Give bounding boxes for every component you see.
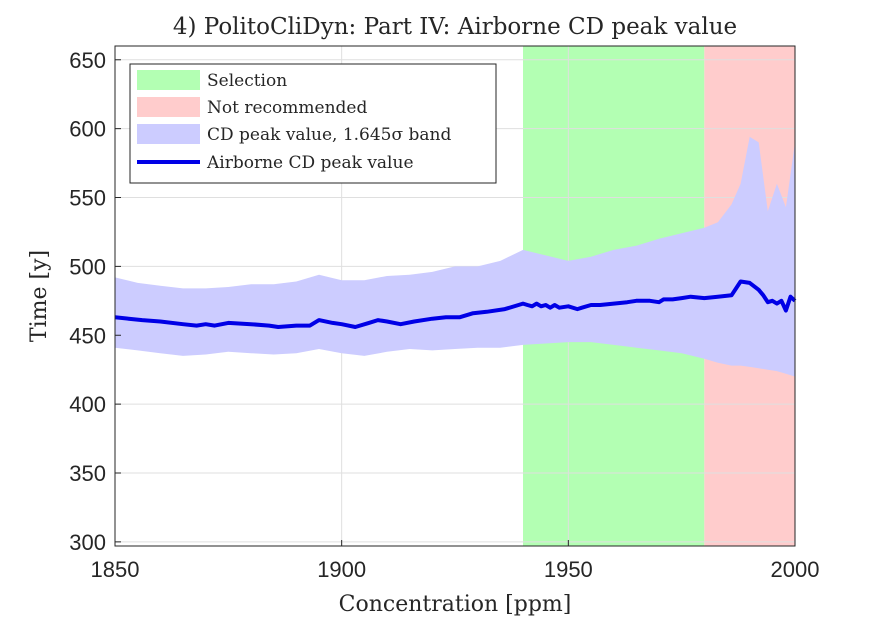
legend-swatch-not-recommended (137, 97, 200, 117)
y-tick-label: 400 (69, 392, 106, 417)
legend-swatch-band (137, 124, 200, 144)
x-tick-label: 2000 (771, 557, 820, 582)
y-ticks: 300 350 400 450 500 550 600 650 (69, 48, 121, 555)
y-tick-label: 450 (69, 323, 106, 348)
y-tick-label: 550 (69, 186, 106, 211)
legend-label-selection: Selection (207, 71, 287, 91)
legend-label-not-recommended: Not recommended (207, 98, 367, 118)
x-tick-label: 1950 (544, 557, 593, 582)
y-tick-label: 600 (69, 117, 106, 142)
cd-peak-band (115, 136, 795, 377)
y-tick-label: 650 (69, 48, 106, 73)
chart-title: 4) PolitoCliDyn: Part IV: Airborne CD pe… (173, 14, 737, 40)
airborne-cd-peak-line (114, 279, 797, 329)
legend: Selection Not recommended CD peak value,… (129, 63, 497, 184)
plot-frame (114, 45, 796, 547)
x-tick-label: 1850 (91, 557, 140, 582)
y-axis-label: Time [y] (27, 250, 52, 342)
legend-label-line: Airborne CD peak value (206, 153, 414, 173)
y-tick-label: 300 (69, 530, 106, 555)
legend-label-band: CD peak value, 1.645σ band (207, 125, 451, 145)
x-ticks: 1850 1900 1950 2000 (91, 540, 820, 582)
y-tick-label: 350 (69, 461, 106, 486)
x-tick-label: 1900 (317, 557, 366, 582)
y-tick-label: 500 (69, 254, 106, 279)
legend-swatch-selection (137, 70, 200, 90)
x-axis-label: Concentration [ppm] (339, 592, 572, 617)
